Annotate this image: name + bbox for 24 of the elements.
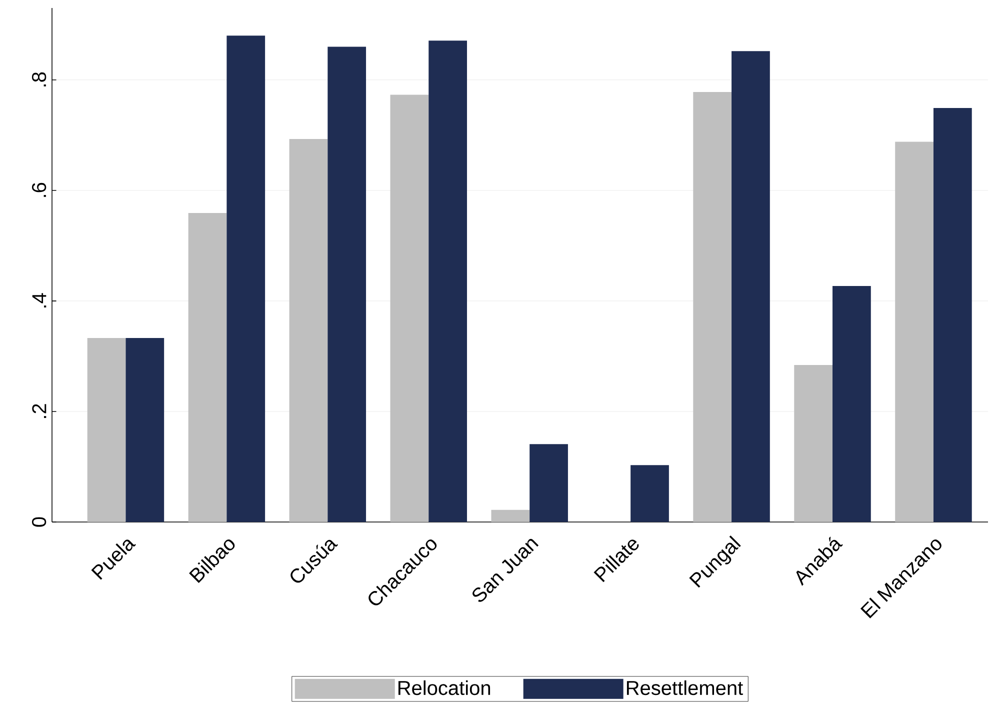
bar bbox=[491, 510, 530, 522]
y-tick-label: 0 bbox=[32, 517, 46, 527]
bar bbox=[933, 108, 972, 522]
bar bbox=[895, 142, 934, 522]
legend-label: Resettlement bbox=[626, 680, 743, 696]
bar bbox=[289, 138, 328, 522]
bar bbox=[390, 94, 429, 522]
legend-label: Relocation bbox=[398, 680, 490, 696]
bar bbox=[794, 365, 833, 522]
bar bbox=[328, 46, 366, 522]
bar bbox=[732, 51, 770, 522]
y-tick-label: .6 bbox=[32, 182, 46, 197]
bar bbox=[226, 36, 266, 522]
y-tick-label: .2 bbox=[32, 404, 46, 418]
bar bbox=[630, 465, 669, 522]
bar bbox=[428, 40, 467, 522]
y-tick-label: .4 bbox=[32, 293, 46, 308]
bar bbox=[126, 338, 164, 522]
bar bbox=[87, 338, 126, 522]
bar bbox=[693, 92, 732, 522]
y-tick-label: .8 bbox=[32, 72, 46, 86]
bar bbox=[188, 213, 227, 522]
bar bbox=[530, 444, 568, 522]
bar bbox=[832, 286, 871, 522]
